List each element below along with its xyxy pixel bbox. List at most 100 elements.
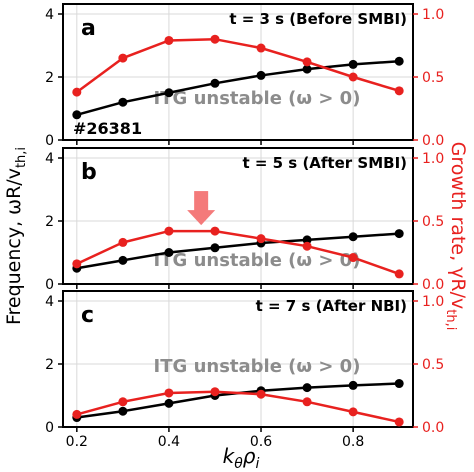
- y-right-tick-label: 0.5: [422, 70, 444, 86]
- growth-rate-point: [302, 397, 312, 407]
- y-left-tick-label: 0: [45, 133, 54, 149]
- panel-title: t = 7 s (After NBI): [256, 297, 407, 315]
- frequency-point: [394, 229, 404, 239]
- y-axis-right-label-main: Growth rate, γR/v: [447, 142, 469, 310]
- y-left-tick-label: 4: [45, 7, 54, 23]
- growth-rate-point: [256, 43, 266, 53]
- y-left-tick-label: 2: [45, 70, 54, 86]
- y-axis-left-label-sub: th,i: [14, 147, 29, 168]
- x-axis-label-sub1: θ: [234, 456, 243, 472]
- y-left-tick-label: 4: [45, 151, 54, 167]
- growth-rate-point: [348, 407, 358, 417]
- frequency-point: [302, 64, 312, 74]
- y-left-tick-label: 2: [45, 357, 54, 373]
- x-tick-label: 0.8: [342, 434, 364, 450]
- down-arrow-icon: [187, 191, 216, 226]
- frequency-point: [164, 248, 174, 257]
- y-right-tick-label: 1.0: [422, 151, 444, 167]
- frequency-point: [118, 97, 128, 107]
- growth-rate-point: [210, 226, 220, 236]
- growth-rate-point: [164, 388, 174, 398]
- growth-rate-point: [72, 87, 82, 97]
- growth-rate-point: [394, 86, 404, 96]
- arrow-head: [187, 210, 216, 226]
- plot-frame: [62, 147, 414, 285]
- frequency-point: [348, 59, 358, 69]
- growth-rate-point: [72, 409, 82, 419]
- growth-rate-line: [76, 37, 400, 94]
- plot-frame: [62, 290, 414, 428]
- plot-frame: [62, 3, 414, 141]
- shot-label: #26381: [73, 119, 142, 138]
- panel-b: 0 2 4 0.0 0.5 1.0 ITG unstable (ω > 0) t = 5 s …: [45, 147, 444, 293]
- x-tick-label: 0.4: [158, 434, 180, 450]
- growth-rate-point: [394, 269, 404, 279]
- growth-rate-line: [76, 229, 400, 276]
- y-left-tick-label: 4: [45, 294, 54, 310]
- y-left-tick-label: 0: [45, 277, 54, 293]
- panel-label: c: [81, 303, 94, 328]
- y-right-tick-label: 0.0: [422, 420, 444, 436]
- growth-rate-point: [256, 389, 266, 399]
- frequency-point: [118, 255, 128, 265]
- growth-rate-point: [210, 34, 220, 44]
- y-axis-right-label: Growth rate, γR/vth,i: [443, 142, 469, 331]
- panel-c: 0 2 4 0.0 0.5 1.0 0.2 0.4 0.6 0.8 ITG unstable (ω …: [45, 290, 444, 450]
- frequency-point: [348, 232, 358, 242]
- y-axis-left-label: Frequency, ωR/vth,i: [3, 147, 29, 325]
- y-right-tick-label: 0.5: [422, 214, 444, 230]
- growth-rate-point: [348, 253, 358, 263]
- growth-rate-point: [302, 57, 312, 67]
- frequency-line: [76, 232, 400, 270]
- panel-a: 0 2 4 0.0 0.5 1.0 ITG unstable (ω > 0) t = 3 s …: [45, 3, 444, 149]
- y-right-tick-label: 0.0: [422, 133, 444, 149]
- y-right-tick-label: 1.0: [422, 294, 444, 310]
- frequency-point: [210, 243, 220, 253]
- frequency-point: [394, 379, 404, 389]
- growth-rate-point: [348, 72, 358, 82]
- x-tick-label: 0.6: [250, 434, 272, 450]
- frequency-point: [302, 383, 312, 393]
- arrow-shaft: [194, 191, 209, 212]
- y-axis-right-label-sub: th,i: [443, 309, 458, 330]
- growth-rate-point: [302, 241, 312, 251]
- frequency-point: [302, 235, 312, 245]
- x-axis-label-rho: ρ: [243, 444, 256, 468]
- frequency-point: [164, 88, 174, 98]
- growth-rate-point: [72, 259, 82, 269]
- y-left-tick-label: 2: [45, 214, 54, 230]
- annotation-itg-unstable: ITG unstable (ω > 0): [154, 356, 361, 377]
- panels: 0 2 4 0.0 0.5 1.0 ITG unstable (ω > 0) t = 3 s …: [45, 3, 444, 450]
- panel-title: t = 5 s (After SMBI): [242, 154, 407, 172]
- frequency-point: [394, 56, 404, 66]
- x-axis-label: kθρi: [223, 444, 260, 472]
- frequency-point: [72, 110, 82, 120]
- y-left-tick-label: 0: [45, 420, 54, 436]
- x-axis-label-k: k: [223, 444, 236, 468]
- frequency-point: [256, 70, 266, 80]
- y-axis-left-label-main: Frequency, ωR/v: [3, 168, 25, 325]
- frequency-point: [210, 78, 220, 88]
- y-right-tick-label: 0.5: [422, 357, 444, 373]
- frequency-point: [348, 380, 358, 390]
- growth-rate-point: [394, 417, 404, 427]
- frequency-line: [76, 60, 400, 117]
- growth-rate-point: [210, 387, 220, 397]
- panel-label: b: [81, 160, 97, 185]
- annotation-itg-unstable: ITG unstable (ω > 0): [154, 88, 361, 109]
- growth-rate-line: [76, 390, 400, 424]
- y-right-tick-label: 0.0: [422, 277, 444, 293]
- panel-label: a: [81, 16, 96, 41]
- x-axis-label-sub2: i: [255, 456, 259, 472]
- growth-rate-point: [118, 237, 128, 247]
- growth-rate-point: [164, 35, 174, 45]
- y-right-tick-label: 1.0: [422, 7, 444, 23]
- frequency-point: [118, 406, 128, 416]
- panel-title: t = 3 s (Before SMBI): [229, 10, 407, 28]
- growth-rate-point: [118, 397, 128, 407]
- growth-rate-point: [118, 53, 128, 63]
- growth-rate-point: [256, 234, 266, 244]
- frequency-point: [164, 398, 174, 408]
- x-tick-label: 0.2: [66, 434, 88, 450]
